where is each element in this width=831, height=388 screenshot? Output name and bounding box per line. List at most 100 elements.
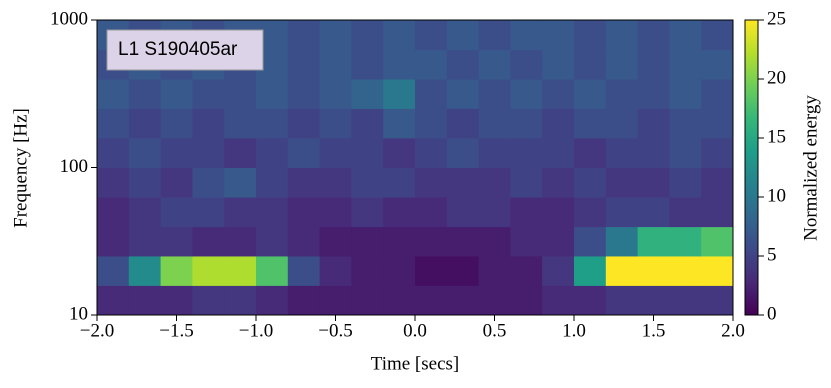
heatmap-cell [224,79,257,109]
heatmap-cell [605,108,639,139]
y-tick-label: 100 [60,156,89,177]
colorbar-tick-label: 0 [767,303,777,324]
heatmap-cell [478,20,511,51]
heatmap-cell [605,20,639,51]
heatmap-cell [383,255,416,286]
heatmap-cell [510,108,543,139]
heatmap-cell [542,108,575,139]
heatmap-cell [446,255,480,286]
x-tick-label: 1.0 [562,320,586,341]
heatmap-cell [415,20,448,51]
heatmap-cell [192,255,225,286]
heatmap-cell [478,79,511,109]
heatmap-cell [160,79,193,109]
colorbar-label: Normalized energy [800,95,821,241]
heatmap-cell [605,79,639,109]
heatmap-cell [701,167,733,198]
heatmap-cell [415,167,448,198]
x-axis-label: Time [secs] [371,353,460,374]
heatmap-cell [478,49,511,80]
heatmap-cell [287,137,321,168]
heatmap-cell [383,108,416,139]
heatmap-cell [446,79,480,109]
heatmap-cell [669,108,702,139]
heatmap-cell [224,167,257,198]
heatmap-cell [128,285,162,315]
heatmap-cell [383,197,416,228]
heatmap-cell [128,137,162,168]
heatmap-cell [446,137,480,168]
heatmap-cell [383,49,416,80]
heatmap-cell [415,49,448,80]
heatmap-cell [701,108,733,139]
heatmap-cell [319,20,352,51]
heatmap-cell [224,137,257,168]
heatmap-cell [415,108,448,139]
heatmap-cell [287,108,321,139]
heatmap-cell [128,79,162,109]
heatmap-cell [478,255,511,286]
heatmap-cell [319,79,352,109]
heatmap-cell [383,137,416,168]
heatmap-cell [669,20,702,51]
heatmap-cell [574,79,607,109]
heatmap-cell [319,108,352,139]
heatmap-cell [510,137,543,168]
heatmap-cell [224,108,257,139]
y-tick-label: 10 [69,303,88,324]
heatmap-cell [542,79,575,109]
heatmap-cell [542,226,575,257]
heatmap-cell [701,137,733,168]
heatmap-cell [224,255,257,286]
heatmap-cell [160,285,193,315]
heatmap-cell [351,255,384,286]
heatmap-cell [383,167,416,198]
heatmap-cell [605,167,639,198]
heatmap-cell [97,137,130,168]
heatmap-cell [446,197,480,228]
heatmap-cell [605,285,639,315]
heatmap-cell [192,197,225,228]
heatmap-cell [97,108,130,139]
heatmap-cell [192,226,225,257]
heatmap-cell [446,167,480,198]
heatmap-cell [478,137,511,168]
heatmap-cell [97,79,130,109]
heatmap-cell [128,226,162,257]
heatmap-cell [510,49,543,80]
heatmap-cell [510,285,543,315]
heatmap-cell [128,167,162,198]
colorbar-tick-label: 20 [767,67,786,88]
heatmap-cell [256,137,289,168]
heatmap-cell [287,79,321,109]
heatmap-cell [542,285,575,315]
heatmap-cell [510,79,543,109]
heatmap-cell [701,79,733,109]
heatmap-cell [287,255,321,286]
heatmap-cell [192,137,225,168]
x-tick-label: 0.0 [403,320,427,341]
heatmap-cell [605,197,639,228]
heatmap-cell [415,255,448,286]
heatmap-cell [542,49,575,80]
heatmap-cell [637,20,670,51]
heatmap-cell [287,49,321,80]
heatmap-cell [415,79,448,109]
heatmap-cell [287,20,321,51]
heatmap-cell [160,255,193,286]
heatmap-cell [192,285,225,315]
colorbar-tick-label: 5 [767,244,777,265]
heatmap-cell [319,255,352,286]
heatmap-cell [669,226,702,257]
heatmap-cell [415,285,448,315]
heatmap-cell [351,79,384,109]
heatmap-cell [637,108,670,139]
heatmap-cell [637,167,670,198]
heatmap-cell [319,167,352,198]
heatmap-cell [574,197,607,228]
heatmap-cell [446,20,480,51]
heatmap-cell [701,49,733,80]
heatmap-cell [319,285,352,315]
heatmap-cell [446,49,480,80]
heatmap-cell [256,255,289,286]
